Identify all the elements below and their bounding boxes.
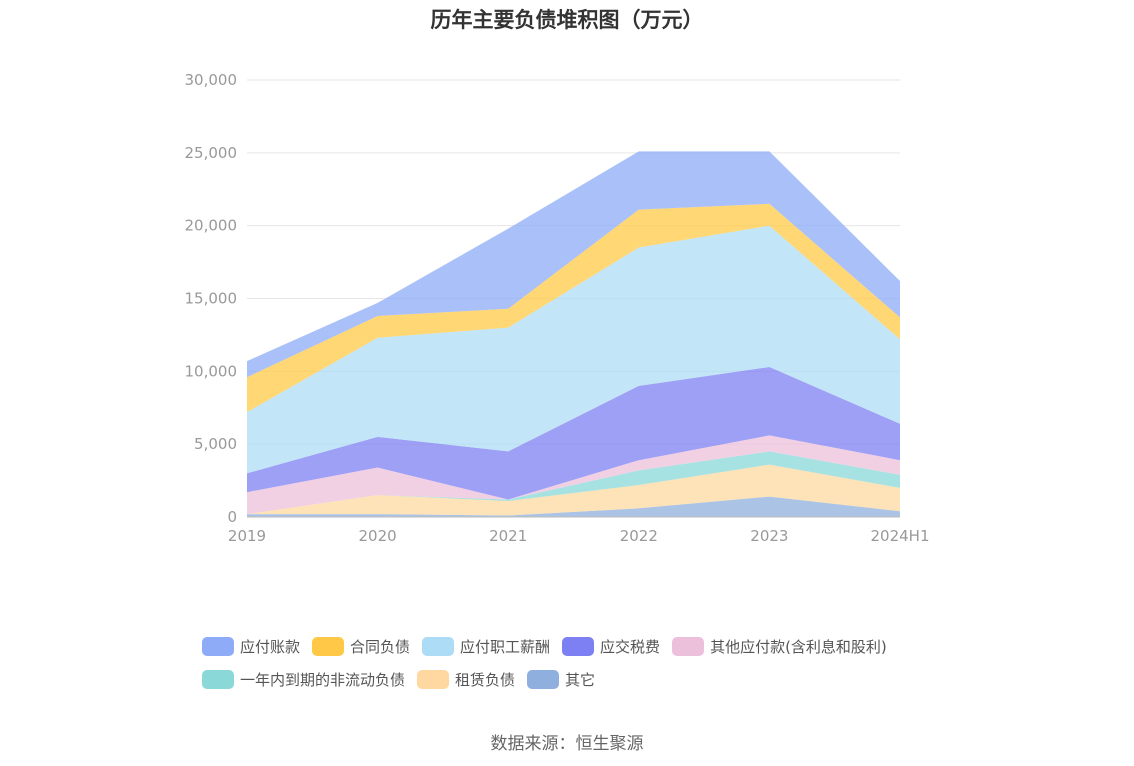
legend-row: 应付账款 合同负债 应付职工薪酬 应交税费 其他应付款(含利息和股利): [202, 630, 962, 663]
legend-label: 合同负债: [350, 638, 411, 656]
legend-label: 一年内到期的非流动负债: [240, 671, 406, 689]
legend-row: 一年内到期的非流动负债 租赁负债 其它: [202, 663, 962, 696]
legend-swatch: [422, 637, 455, 656]
legend-label: 应付职工薪酬: [460, 638, 551, 656]
legend-item[interactable]: 租赁负债: [417, 669, 515, 690]
data-source-note: 数据来源：恒生聚源: [490, 734, 644, 754]
legend-item[interactable]: 应付职工薪酬: [422, 636, 550, 657]
y-tick-label: 25,000: [185, 144, 238, 162]
x-tick-label: 2020: [359, 527, 397, 545]
legend-item[interactable]: 应付账款: [202, 636, 300, 657]
area-应付账款: [247, 151, 900, 378]
legend-item[interactable]: 其它: [527, 669, 595, 690]
y-tick-label: 0: [227, 508, 237, 526]
x-tick-label: 2024H1: [871, 527, 930, 545]
y-tick-label: 5,000: [194, 435, 237, 453]
legend-swatch: [562, 637, 595, 656]
x-tick-label: 2022: [620, 527, 658, 545]
y-tick-label: 30,000: [185, 71, 238, 89]
legend-swatch: [417, 670, 450, 689]
legend-swatch: [672, 637, 705, 656]
legend-swatch: [527, 670, 560, 689]
y-tick-label: 20,000: [185, 217, 238, 235]
y-tick-label: 10,000: [185, 362, 238, 380]
legend-swatch: [202, 670, 234, 689]
area-其它: [247, 496, 900, 517]
legend-swatch: [312, 637, 345, 656]
legend-item[interactable]: 合同负债: [312, 636, 410, 657]
legend-swatch: [202, 637, 234, 656]
legend-item[interactable]: 应交税费: [562, 636, 660, 657]
area-一年内到期的非流动负债: [247, 451, 900, 515]
area-应交税费: [247, 367, 900, 500]
legend-label: 应付账款: [240, 638, 301, 656]
chart-legend: 应付账款 合同负债 应付职工薪酬 应交税费 其他应付款(含利息和股利) 一年内到期的非流动…: [202, 630, 962, 696]
x-tick-label: 2021: [489, 527, 527, 545]
x-tick-label: 2023: [750, 527, 788, 545]
y-tick-label: 15,000: [185, 290, 238, 308]
x-tick-label: 2019: [228, 527, 266, 545]
legend-item[interactable]: 一年内到期的非流动负债: [202, 669, 405, 690]
legend-label: 其它: [565, 671, 596, 689]
chart-title: 历年主要负债堆积图（万元）: [430, 8, 704, 32]
legend-item[interactable]: 其他应付款(含利息和股利): [672, 636, 887, 657]
area-应付职工薪酬: [247, 225, 900, 474]
legend-label: 其他应付款(含利息和股利): [710, 638, 887, 656]
legend-label: 租赁负债: [455, 671, 516, 689]
area-其他应付款(含利息和股利): [247, 435, 900, 515]
legend-label: 应交税费: [600, 638, 661, 656]
area-租赁负债: [247, 464, 900, 516]
